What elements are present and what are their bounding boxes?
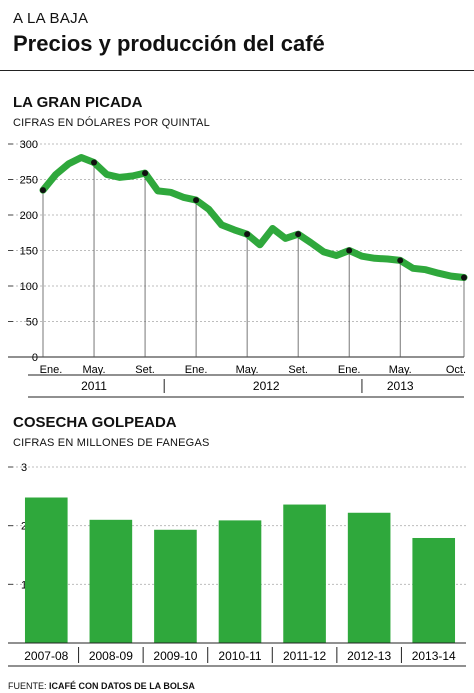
- x-tick-label: 2010-11: [218, 649, 261, 663]
- bar: [89, 519, 133, 643]
- y-tick-label: 150: [20, 246, 38, 258]
- page-title: Precios y producción del café: [13, 31, 325, 56]
- line-chart-subtitle: CIFRAS EN DÓLARES POR QUINTAL: [13, 117, 210, 129]
- bar-chart-title: COSECHA GOLPEADA: [13, 414, 177, 431]
- x-tick-label: 2012-13: [347, 649, 391, 663]
- x-tick-label: 2008-09: [89, 649, 133, 663]
- x-tick-label: Set.: [135, 364, 155, 376]
- bar: [218, 520, 262, 643]
- bar: [24, 497, 68, 643]
- x-tick-label: 2013-14: [412, 649, 456, 663]
- data-point-marker: [142, 170, 149, 177]
- data-point-marker: [244, 231, 251, 238]
- source-note: FUENTE: ICAFÉ CON DATOS DE LA BOLSA: [8, 681, 195, 691]
- data-point-marker: [91, 159, 98, 166]
- source-prefix: FUENTE:: [8, 681, 50, 691]
- y-tick-label: 200: [20, 210, 38, 222]
- header-rule: [0, 70, 474, 71]
- x-tick-label: Ene.: [40, 364, 63, 376]
- y-tick-label: 2: [21, 521, 27, 533]
- price-series-line: [39, 154, 468, 281]
- data-point-marker: [40, 187, 46, 194]
- bar-chart-subtitle: CIFRAS EN MILLONES DE FANEGAS: [13, 437, 210, 449]
- year-label: 2013: [387, 379, 414, 393]
- x-tick-label: Ene.: [185, 364, 208, 376]
- data-point-marker: [461, 274, 467, 281]
- bar: [154, 529, 197, 643]
- y-tick-label: 250: [20, 175, 38, 187]
- line-chart-title: LA GRAN PICADA: [13, 94, 143, 111]
- x-tick-label: May.: [236, 364, 259, 376]
- year-label: 2012: [253, 379, 280, 393]
- y-tick-label: 300: [20, 139, 38, 151]
- data-point-marker: [295, 231, 302, 238]
- x-tick-label: May.: [83, 364, 106, 376]
- y-tick-label: 1: [21, 579, 27, 591]
- bar: [347, 512, 391, 643]
- data-point-marker: [346, 247, 353, 254]
- y-tick-label: 100: [20, 281, 38, 293]
- x-tick-label: May.: [389, 364, 412, 376]
- x-tick-label: Oct.: [446, 364, 466, 376]
- y-tick-label: 0: [32, 352, 38, 364]
- data-point-marker: [193, 197, 200, 204]
- x-tick-label: Set.: [288, 364, 308, 376]
- line-chart: 0 50 100 150 200 250 300 Ene. May. Set. Ene. May. Se…: [8, 139, 468, 398]
- year-label: 2011: [81, 379, 107, 393]
- x-tick-label: 2009-10: [153, 649, 197, 663]
- bar: [412, 537, 456, 643]
- x-tick-label: Ene.: [338, 364, 361, 376]
- y-tick-label: 3: [21, 462, 27, 474]
- x-tick-label: 2007-08: [24, 649, 68, 663]
- x-tick-label: 2011-12: [283, 649, 326, 663]
- y-tick-label: 50: [26, 317, 38, 329]
- source-text: ICAFÉ CON DATOS DE LA BOLSA: [49, 681, 195, 691]
- kicker: A LA BAJA: [13, 10, 89, 27]
- data-point-marker: [397, 257, 404, 264]
- bar: [283, 504, 326, 643]
